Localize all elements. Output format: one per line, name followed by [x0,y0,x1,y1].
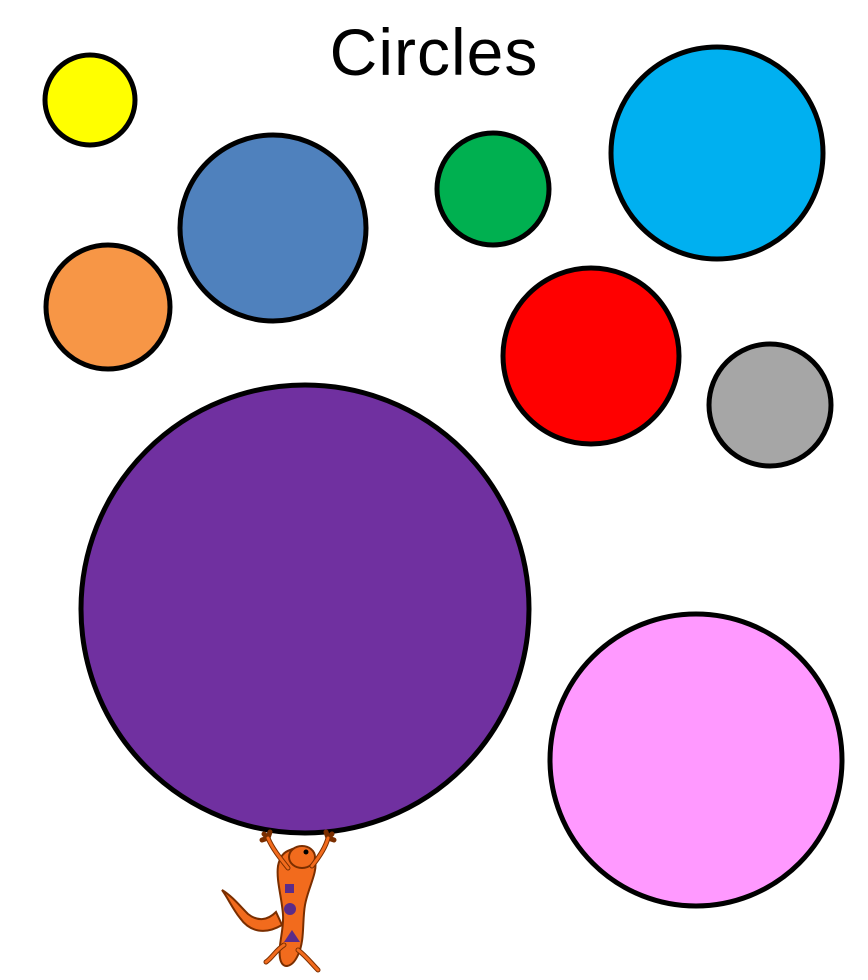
green-circle [434,130,552,248]
red-circle [500,265,682,447]
salamander-left-leg-fill [264,943,286,964]
pink-circle [547,611,845,909]
orange-circle [43,242,173,372]
salamander-triangle-spot [284,930,300,942]
steel-blue-circle [177,132,369,324]
salamander-icon [221,829,337,973]
salamander-right-leg-fill [296,948,320,972]
salamander-left-arm-fill [266,836,290,870]
sky-blue-circle [608,44,826,262]
page-title: Circles [329,15,539,89]
salamander-square-spot [285,884,294,893]
gray-circle [706,341,834,469]
salamander-tail [221,889,284,932]
salamander-eye [303,849,309,855]
salamander-head [288,845,316,869]
purple-circle [78,382,532,836]
salamander-right-arm-fill [310,836,330,868]
salamander-circle-spot [284,903,296,915]
yellow-circle [42,52,138,148]
